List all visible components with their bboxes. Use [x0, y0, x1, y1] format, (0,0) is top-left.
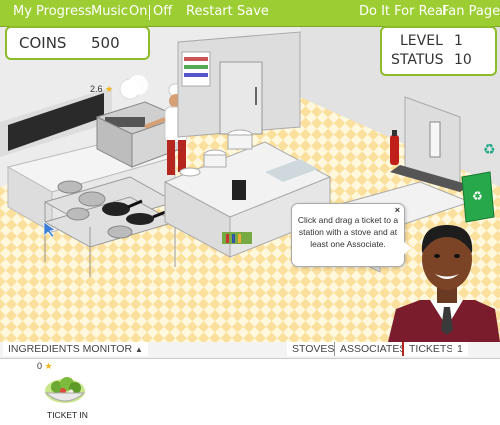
- svg-text:♻: ♻: [483, 142, 496, 158]
- restart-button[interactable]: Restart: [186, 4, 233, 19]
- ticket-tray: 0 ★ TICKET IN: [0, 358, 500, 425]
- pass-window: [0, 87, 112, 157]
- fire-extinguisher: [390, 130, 399, 165]
- do-it-for-real-link[interactable]: Do It For Real: [359, 4, 447, 19]
- status-label: STATUS: [391, 52, 444, 68]
- save-button[interactable]: Save: [237, 4, 269, 19]
- tickets-count: 1: [452, 342, 468, 356]
- star-icon: ★: [105, 84, 114, 94]
- associates-tab[interactable]: ASSOCIATES: [334, 342, 412, 356]
- music-on-button[interactable]: On: [129, 4, 148, 19]
- fan-page-link[interactable]: Fan Page: [442, 4, 500, 19]
- stove: [95, 101, 182, 168]
- status-value: 10: [454, 52, 472, 68]
- salad-bowl-icon: [44, 377, 86, 403]
- expand-arrow-icon: ▲: [134, 345, 143, 354]
- ticket-label: TICKET IN: [47, 410, 88, 420]
- mouse-pointer: [43, 221, 56, 238]
- level-value: 1: [454, 33, 463, 49]
- my-progress-link[interactable]: My Progress: [13, 4, 92, 19]
- bottom-tab-bar: INGREDIENTS MONITOR ▲ STOVES ASSOCIATES …: [0, 340, 500, 358]
- music-label: Music: [91, 4, 128, 19]
- star-icon: ★: [44, 361, 53, 371]
- ticket-rating: 0 ★: [37, 361, 53, 372]
- coins-panel: COINS 500: [5, 26, 150, 60]
- knife-block: [232, 180, 246, 200]
- tutorial-message: Click and drag a ticket to a station wit…: [297, 215, 399, 249]
- close-icon[interactable]: ×: [394, 205, 400, 215]
- bubble-tail: [404, 242, 412, 254]
- tutorial-bubble: × Click and drag a ticket to a station w…: [291, 203, 412, 267]
- chef-rating: 2.6 ★: [90, 84, 113, 95]
- recycling-bin: ♻ ♻: [461, 142, 496, 223]
- walk-in-fridge: [177, 31, 301, 138]
- tickets-tab[interactable]: TICKETS: [402, 342, 459, 356]
- associate-portrait: [388, 225, 500, 342]
- chef-rating-value: 2.6: [90, 84, 103, 94]
- level-status-panel: LEVEL 1 STATUS 10: [380, 26, 497, 76]
- back-door: [390, 96, 470, 192]
- top-menu-bar: My Progress Music On Off Restart Save Do…: [0, 0, 500, 27]
- coins-value: 500: [91, 34, 120, 52]
- stoves-tab[interactable]: STOVES: [287, 342, 340, 356]
- level-label: LEVEL: [400, 33, 443, 49]
- plate-stacks: [179, 129, 253, 177]
- svg-text:♻: ♻: [472, 189, 483, 203]
- ticket-rating-value: 0: [37, 361, 43, 371]
- menu-divider: [149, 5, 150, 20]
- coins-label: COINS: [19, 34, 67, 52]
- music-off-button[interactable]: Off: [153, 4, 173, 19]
- ingredients-monitor-tab[interactable]: INGREDIENTS MONITOR ▲: [3, 342, 148, 356]
- ticket-card[interactable]: 0 ★ TICKET IN: [34, 361, 96, 423]
- ingredients-monitor-label: INGREDIENTS MONITOR: [8, 343, 133, 355]
- kitchen-scene: ♻ ♻ 2.6 ★ COINS: [0, 26, 500, 342]
- sink-island: [163, 141, 332, 258]
